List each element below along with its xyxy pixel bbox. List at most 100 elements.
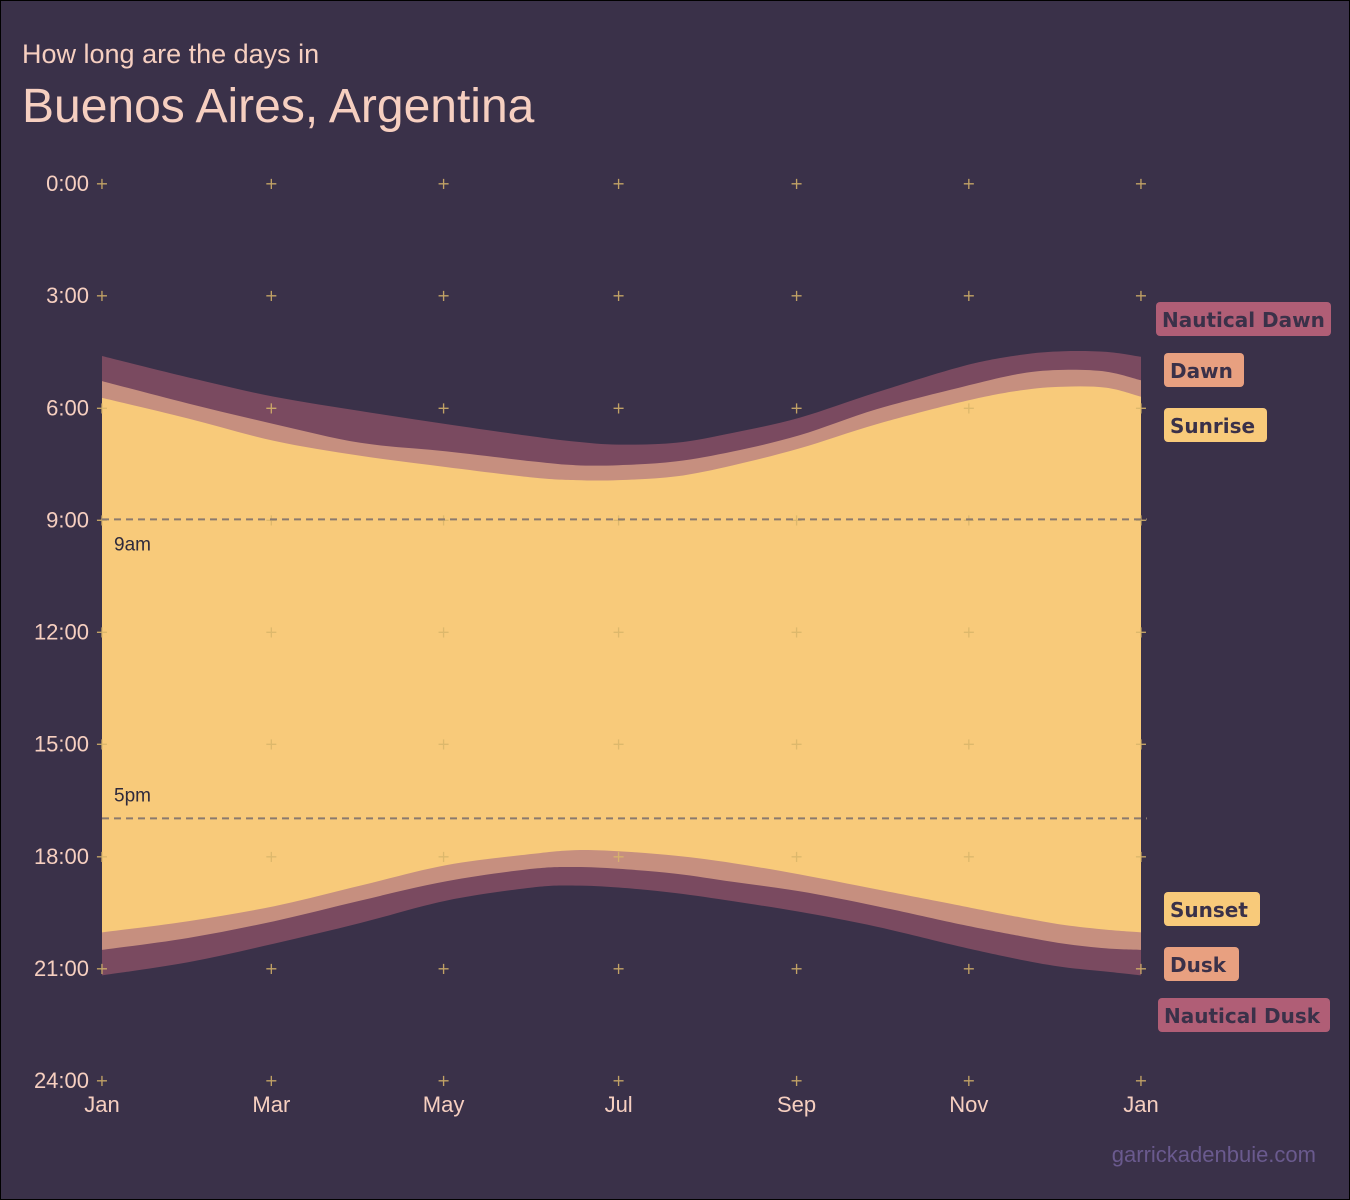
x-tick-label: Sep (777, 1092, 816, 1117)
grid-cross: + (437, 1071, 450, 1090)
grid-crosses: + + + + + + + + + + + + + + + + + + + + + + + + + + + + + + + + + + + + + + + +… (95, 174, 1147, 1090)
grid-cross: + (1134, 847, 1147, 866)
grid-cross: + (437, 959, 450, 978)
reference-line-label: 5pm (114, 785, 151, 806)
grid-cross: + (437, 847, 450, 866)
series-label-text: Sunset (1170, 898, 1248, 922)
grid-cross: + (1134, 735, 1147, 754)
series-label-box (1164, 947, 1239, 981)
y-axis: 0:00 3:00 6:00 9:00 12:00 15:00 18:00 21:00 24:0… (34, 171, 89, 1093)
grid-cross: + (1134, 398, 1147, 417)
grid-cross: + (612, 1071, 625, 1090)
grid-cross: + (95, 847, 108, 866)
grid-cross: + (1134, 286, 1147, 305)
grid-cross: + (95, 735, 108, 754)
series-label-text: Dusk (1170, 953, 1227, 977)
grid-cross: + (265, 174, 278, 193)
grid-cross: + (790, 510, 803, 529)
grid-cross: + (265, 286, 278, 305)
grid-cross: + (265, 398, 278, 417)
x-tick-label: Jan (1123, 1092, 1158, 1117)
grid-cross: + (962, 398, 975, 417)
series-label: Dusk (1164, 947, 1239, 981)
series-label-text: Dawn (1170, 359, 1233, 383)
grid-cross: + (95, 959, 108, 978)
grid-cross: + (437, 623, 450, 642)
grid-cross: + (437, 286, 450, 305)
twilight-bands (102, 350, 1141, 976)
grid-cross: + (265, 1071, 278, 1090)
grid-cross: + (1134, 623, 1147, 642)
grid-cross: + (95, 623, 108, 642)
x-tick-label: Jan (84, 1092, 119, 1117)
x-tick-label: Nov (949, 1092, 988, 1117)
x-tick-label: Mar (252, 1092, 290, 1117)
grid-cross: + (962, 959, 975, 978)
grid-cross: + (265, 735, 278, 754)
y-tick-label: 6:00 (46, 395, 89, 420)
series-label: Sunset (1164, 892, 1260, 926)
grid-cross: + (790, 623, 803, 642)
grid-cross: + (962, 735, 975, 754)
grid-cross: + (790, 174, 803, 193)
grid-cross: + (265, 959, 278, 978)
grid-cross: + (612, 174, 625, 193)
grid-cross: + (962, 174, 975, 193)
grid-cross: + (612, 623, 625, 642)
grid-cross: + (437, 398, 450, 417)
grid-cross: + (790, 959, 803, 978)
grid-cross: + (95, 398, 108, 417)
y-tick-label: 3:00 (46, 283, 89, 308)
reference-line-label: 9am (114, 534, 151, 555)
grid-cross: + (1134, 174, 1147, 193)
grid-cross: + (95, 1071, 108, 1090)
series-label-box (1156, 302, 1331, 336)
series-label-box (1164, 892, 1260, 926)
series-label: Nautical Dawn (1156, 302, 1331, 336)
grid-cross: + (1134, 959, 1147, 978)
series-label-text: Nautical Dawn (1162, 308, 1325, 332)
series-label-box (1158, 998, 1330, 1032)
x-tick-label: May (423, 1092, 465, 1117)
chart-title: Buenos Aires, Argentina (22, 80, 535, 133)
y-tick-label: 18:00 (34, 844, 89, 869)
series-labels: Nautical Dawn Dawn Sunrise Sunset Dusk Nautic… (1156, 302, 1331, 1032)
series-label-text: Nautical Dusk (1164, 1004, 1321, 1028)
grid-cross: + (1134, 1071, 1147, 1090)
series-label: Nautical Dusk (1158, 998, 1330, 1032)
series-label: Sunrise (1164, 408, 1267, 442)
grid-cross: + (95, 174, 108, 193)
grid-cross: + (437, 735, 450, 754)
y-tick-label: 9:00 (46, 507, 89, 532)
chart-subtitle: How long are the days in (22, 39, 319, 69)
grid-cross: + (612, 847, 625, 866)
series-label-box (1164, 353, 1244, 387)
grid-cross: + (790, 286, 803, 305)
grid-cross: + (962, 623, 975, 642)
grid-cross: + (265, 847, 278, 866)
grid-cross: + (962, 286, 975, 305)
y-tick-label: 21:00 (34, 956, 89, 981)
grid-cross: + (790, 847, 803, 866)
series-label: Dawn (1164, 353, 1244, 387)
grid-cross: + (437, 174, 450, 193)
grid-cross: + (790, 735, 803, 754)
y-tick-label: 0:00 (46, 171, 89, 196)
y-tick-label: 15:00 (34, 732, 89, 757)
credit-text: garrickadenbuie.com (1112, 1142, 1316, 1167)
grid-cross: + (790, 1071, 803, 1090)
grid-cross: + (612, 398, 625, 417)
grid-cross: + (962, 1071, 975, 1090)
series-label-box (1164, 408, 1267, 442)
grid-cross: + (962, 847, 975, 866)
grid-cross: + (265, 623, 278, 642)
x-axis: Jan Mar May Jul Sep Nov Jan (84, 1092, 1158, 1117)
grid-cross: + (790, 398, 803, 417)
reference-lines: 9am 5pm (102, 518, 1147, 820)
y-tick-label: 24:00 (34, 1068, 89, 1093)
grid-cross: + (612, 959, 625, 978)
grid-cross: + (612, 735, 625, 754)
series-label-text: Sunrise (1170, 414, 1255, 438)
